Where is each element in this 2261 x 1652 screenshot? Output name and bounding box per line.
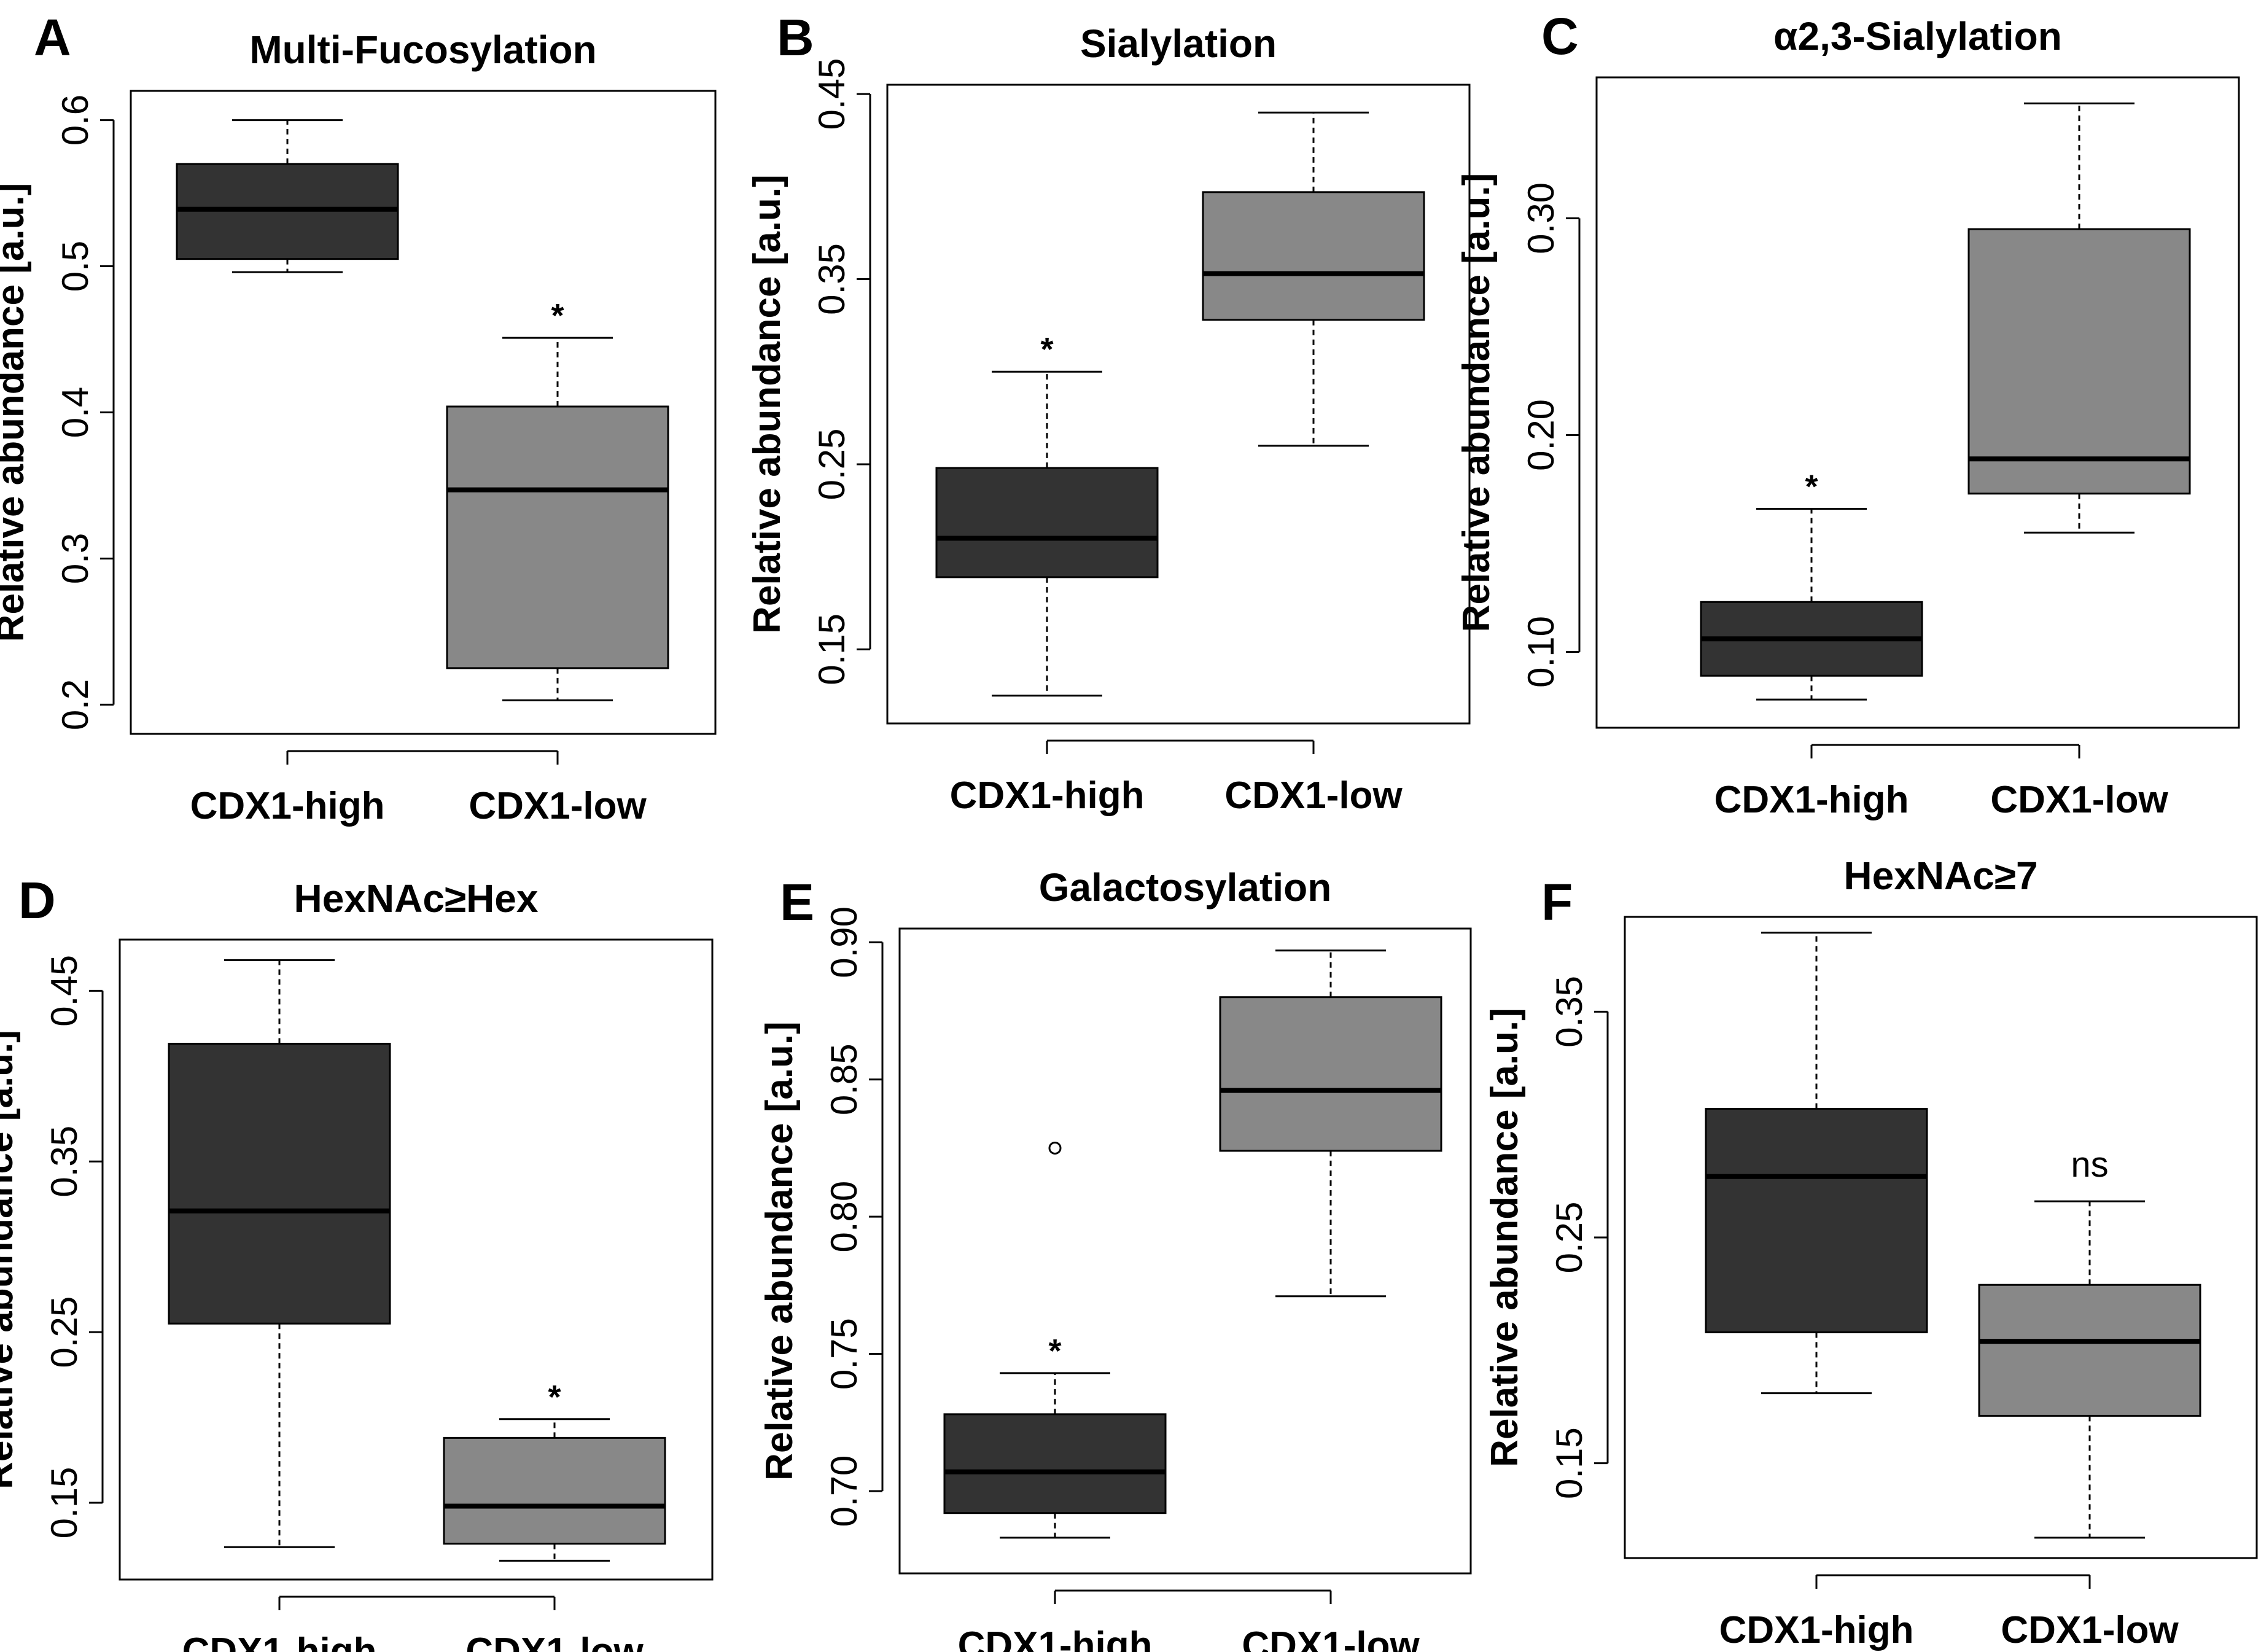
panel-f-box-cdx1-high-iqr xyxy=(1705,1107,1928,1333)
panel-d-y-tick-label: 0.25 xyxy=(44,1296,85,1368)
panel-b-title: Sialylation xyxy=(1080,21,1277,66)
panel-d-x-tick-label: CDX1-high xyxy=(182,1631,377,1652)
panel-b: B Sialylation Relative abundance [a.u.] 0.1… xyxy=(746,9,1471,817)
panel-b-y-tick-label: 0.35 xyxy=(811,243,852,315)
panel-f-plot-frame xyxy=(1624,916,2258,1559)
panel-b-box-cdx1-high-significance-label: * xyxy=(1040,331,1053,368)
panel-e: E Galactosylation Relative abundance [a.u.… xyxy=(758,865,1472,1652)
panel-a-x-tick-label: CDX1-low xyxy=(469,785,647,827)
panel-a-plot-frame xyxy=(130,90,717,735)
panel-c-y-tick-label: 0.30 xyxy=(1520,182,1562,254)
panel-a-y-tick-label: 0.3 xyxy=(55,533,96,584)
panel-f-box-cdx1-low-iqr xyxy=(1978,1284,2201,1417)
panel-b-y-tick-label: 0.15 xyxy=(811,614,852,685)
panel-e-y-tick-label: 0.75 xyxy=(823,1318,865,1390)
panel-d-y-tick-label: 0.45 xyxy=(44,955,85,1027)
panel-c-letter: C xyxy=(1541,7,1579,65)
panel-b-plot-frame xyxy=(886,84,1471,725)
panel-d-plot-frame xyxy=(119,938,714,1581)
panel-a: A Multi-Fucosylation Relative abundance [a… xyxy=(0,9,717,827)
panel-f-y-tick-label: 0.35 xyxy=(1549,976,1590,1048)
panel-f-y-tick-label: 0.15 xyxy=(1549,1427,1590,1499)
panel-e-y-axis-label: Relative abundance [a.u.] xyxy=(758,1021,801,1481)
panel-f-x-tick-label: CDX1-low xyxy=(2001,1609,2179,1651)
panel-e-x-tick-label: CDX1-high xyxy=(958,1624,1153,1652)
panel-e-box-cdx1-high-significance-label: * xyxy=(1048,1333,1061,1370)
panel-c-x-tick-label: CDX1-low xyxy=(1990,779,2168,821)
panel-e-y-tick-label: 0.85 xyxy=(823,1043,865,1115)
panel-e-box-cdx1-high-outlier xyxy=(1048,1141,1062,1155)
panel-e-letter: E xyxy=(780,873,814,931)
panel-d-y-tick-label: 0.15 xyxy=(44,1467,85,1539)
panel-b-x-tick-label: CDX1-low xyxy=(1224,774,1403,817)
panel-e-x-tick-label: CDX1-low xyxy=(1242,1624,1420,1652)
panel-c-box-cdx1-high-significance-label: * xyxy=(1805,468,1818,505)
panel-d-box-cdx1-high-iqr xyxy=(168,1042,391,1325)
panel-a-y-axis-label: Relative abundance [a.u.] xyxy=(0,183,32,642)
panel-f-box-cdx1-low-significance-label: ns xyxy=(2071,1145,2108,1185)
panel-e-plot-frame xyxy=(898,927,1472,1575)
panel-d-y-axis-label: Relative abundance [a.u.] xyxy=(0,1030,21,1489)
panel-d-x-tick-label: CDX1-low xyxy=(465,1631,644,1652)
panel-f-title: HexNAc≥7 xyxy=(1843,854,2037,898)
panel-c-y-axis-label: Relative abundance [a.u.] xyxy=(1455,173,1498,633)
panel-e-y-tick-label: 0.80 xyxy=(823,1181,865,1253)
panel-e-box-cdx1-high-iqr xyxy=(943,1413,1167,1514)
panel-a-letter: A xyxy=(34,9,71,66)
panel-d-title: HexNAc≥Hex xyxy=(294,876,539,921)
panel-c-box-cdx1-low-iqr xyxy=(1967,228,2191,495)
panel-c-title: α2,3-Sialylation xyxy=(1773,14,2062,58)
panel-a-x-tick-label: CDX1-high xyxy=(190,785,385,827)
panel-e-box-cdx1-low-iqr xyxy=(1219,996,1442,1152)
panel-c-y-tick-label: 0.10 xyxy=(1520,616,1562,688)
panel-a-y-tick-label: 0.2 xyxy=(55,679,96,730)
panel-f-x-tick-label: CDX1-high xyxy=(1719,1609,1914,1651)
panel-e-y-tick-label: 0.70 xyxy=(823,1455,865,1527)
panel-c-y-tick-label: 0.20 xyxy=(1520,399,1562,471)
panel-e-y-tick-label: 0.90 xyxy=(823,906,865,978)
panel-b-letter: B xyxy=(777,9,814,66)
panel-a-y-tick-label: 0.6 xyxy=(55,95,96,146)
panel-c-x-tick-label: CDX1-high xyxy=(1714,779,1909,821)
panel-d-letter: D xyxy=(18,871,56,929)
panel-d-box-cdx1-low-iqr xyxy=(443,1436,666,1545)
panel-d-y-tick-label: 0.35 xyxy=(44,1126,85,1198)
panel-b-box-cdx1-low-iqr xyxy=(1202,191,1425,321)
panel-b-y-tick-label: 0.45 xyxy=(811,58,852,130)
panel-b-y-axis-label: Relative abundance [a.u.] xyxy=(746,174,788,634)
panel-f: F HexNAc≥7 Relative abundance [a.u.] 0.15 0.… xyxy=(1484,854,2258,1651)
panel-b-box-cdx1-high-iqr xyxy=(935,467,1159,579)
panel-e-title: Galactosylation xyxy=(1039,865,1332,910)
panel-d: D HexNAc≥Hex Relative abundance [a.u.] 0.15… xyxy=(0,871,714,1652)
panel-a-box-cdx1-low-iqr xyxy=(446,405,669,669)
panel-a-y-tick-label: 0.4 xyxy=(55,387,96,438)
panel-a-box-cdx1-low-significance-label: * xyxy=(551,297,564,334)
panel-f-y-tick-label: 0.25 xyxy=(1549,1202,1590,1274)
panel-c-plot-frame xyxy=(1595,76,2240,729)
panel-d-box-cdx1-low-significance-label: * xyxy=(548,1379,561,1416)
panel-a-title: Multi-Fucosylation xyxy=(249,28,596,72)
panel-f-y-axis-label: Relative abundance [a.u.] xyxy=(1484,1008,1526,1467)
panel-b-x-tick-label: CDX1-high xyxy=(950,774,1145,817)
panel-a-y-tick-label: 0.5 xyxy=(55,241,96,292)
panel-f-letter: F xyxy=(1541,873,1573,931)
panel-b-y-tick-label: 0.25 xyxy=(811,429,852,501)
